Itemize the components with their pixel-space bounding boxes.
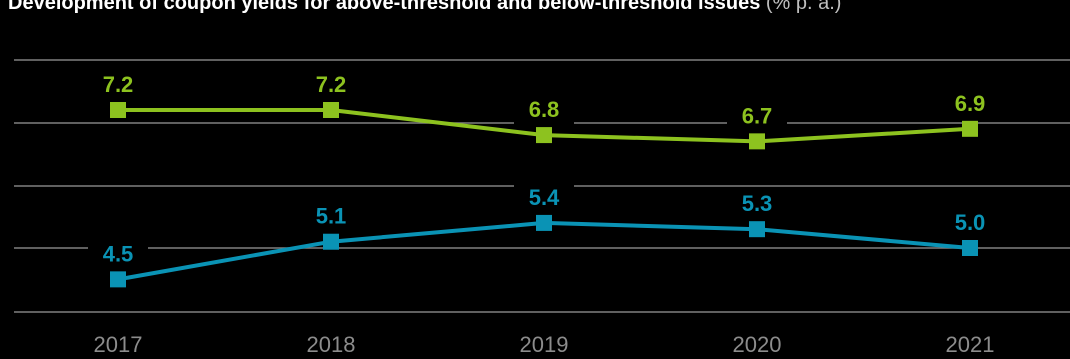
data-label-bg-s0-4 [940,88,1000,119]
data-point-s0-2 [536,127,552,144]
data-label-bg-s1-0 [88,239,148,270]
data-label-bg-s0-3 [727,101,787,132]
data-label-s1-4: 5.0 [955,210,986,235]
data-label-bg-s0-1 [301,70,361,100]
x-tick-label-2021: 2021 [946,332,995,357]
data-point-s1-0 [110,271,126,288]
data-label-bg-s0-2 [514,95,574,126]
data-label-s1-2: 5.4 [529,185,560,210]
data-point-s1-4 [962,240,978,256]
data-label-s1-0: 4.5 [103,241,134,266]
data-label-bg-s0-0 [88,70,148,100]
data-point-s0-0 [110,102,126,118]
x-axis-tick-labels: 2017 2018 2019 2020 2021 [94,332,995,357]
data-label-s0-3: 6.7 [742,103,773,128]
x-tick-label-2018: 2018 [307,332,356,357]
data-point-s1-3 [749,221,765,238]
data-point-s0-1 [323,102,339,118]
data-label-bg-s1-4 [940,208,1000,238]
x-tick-label-2019: 2019 [520,332,569,357]
data-label-s1-3: 5.3 [742,191,773,216]
x-tick-label-2020: 2020 [733,332,782,357]
data-point-s0-3 [749,133,765,150]
series-line-1 [117,220,971,282]
data-label-bg-s1-1 [301,201,361,232]
data-label-bg-s1-3 [727,189,787,220]
x-tick-label-2017: 2017 [94,332,143,357]
data-label-s0-2: 6.8 [529,97,560,122]
data-label-s0-1: 7.2 [316,72,347,97]
data-label-s0-0: 7.2 [103,72,134,97]
chart-series: 7.2 7.2 6.8 6.7 6.9 4.5 5.1 5.4 5.3 5.0 [88,70,1000,288]
chart-title-text: Development of coupon yields for above-t… [8,0,761,14]
data-label-bg-s1-2 [514,182,574,213]
data-label-s0-4: 6.9 [955,91,986,116]
data-point-s0-4 [962,120,978,137]
data-point-s1-2 [536,214,552,231]
chart-title-unit: (% p. a.) [765,0,842,14]
chart-title: Development of coupon yields for above-t… [8,0,841,15]
data-label-s1-1: 5.1 [316,204,347,229]
data-point-s1-1 [323,233,339,250]
